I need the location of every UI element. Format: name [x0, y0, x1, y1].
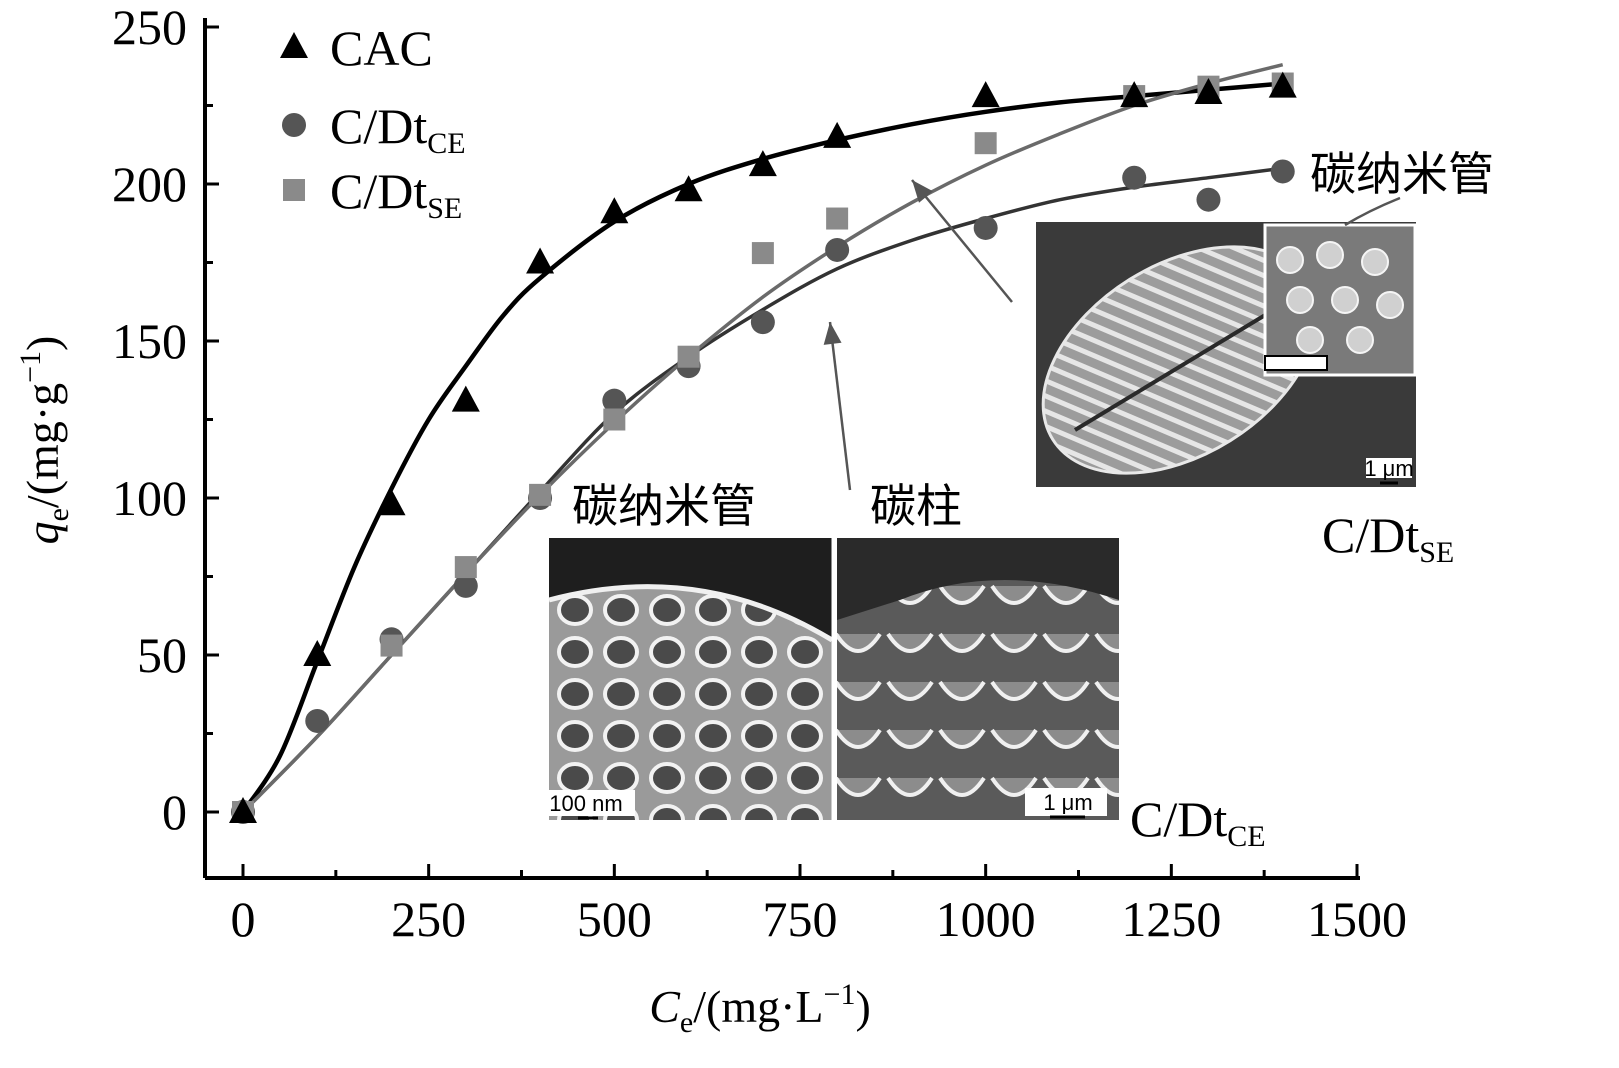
sem-ce-right-shadow	[837, 538, 1119, 620]
sem-se-nanotube	[1331, 286, 1359, 314]
legend-label-0: CAC	[330, 20, 433, 76]
sem-se-raphe	[1073, 298, 1292, 432]
triangle-point	[1194, 77, 1223, 104]
sem-ce-left-rim	[548, 584, 834, 643]
y-tick-label: 50	[137, 627, 187, 683]
y-tick-label: 200	[112, 156, 187, 212]
sem-se-nanotube	[1376, 291, 1404, 319]
y-tick-label: 250	[112, 0, 187, 55]
annotation-cnt-top-leader	[1344, 196, 1401, 227]
arrow-ce-curve-head	[823, 322, 842, 345]
circle-point	[825, 237, 850, 262]
circle-point	[305, 708, 330, 733]
sem-image-se: 1 μm	[1036, 222, 1417, 487]
legend-triangle-marker	[280, 32, 308, 58]
y-tick-label: 0	[162, 784, 187, 840]
circle-point	[1196, 187, 1221, 212]
sem-image-ce-left: 100 nm	[540, 538, 834, 820]
fit-curve-0	[241, 81, 1283, 814]
annotation-se-label: C/DtSE	[1322, 507, 1454, 569]
sem-ce-left-scale-bg	[540, 790, 635, 816]
arrow-ce-curve	[828, 321, 852, 491]
sem-ce-right-scale-bg	[1025, 788, 1107, 816]
circle-point	[1122, 165, 1147, 190]
triangle-point	[971, 81, 1000, 108]
triangle-point	[526, 247, 555, 274]
square-point	[677, 345, 700, 368]
circle-point	[1270, 159, 1295, 184]
sem-se-nanotube	[1361, 248, 1389, 276]
sem-se-nanotube	[1316, 241, 1344, 269]
sem-se-scale-label: 1 μm	[1364, 456, 1413, 481]
sem-se-scalebar-box	[1264, 355, 1328, 371]
legend-square-marker	[283, 179, 305, 201]
square-point	[751, 242, 774, 265]
annotation-cnt-top: 碳纳米管	[1310, 147, 1494, 201]
sem-se-scalebar-bg	[1366, 458, 1412, 478]
x-tick-label: 1000	[936, 891, 1036, 947]
square-point	[380, 634, 403, 657]
triangle-point	[303, 640, 332, 666]
circle-point	[973, 215, 998, 240]
circle-point	[602, 388, 627, 413]
square-point	[454, 556, 477, 579]
annotation-ce-label: C/DtCE	[1130, 791, 1266, 853]
triangle-point	[748, 150, 777, 177]
arrow-se-curve	[911, 179, 1013, 303]
y-tick-label: 100	[112, 470, 187, 526]
square-point	[974, 132, 997, 155]
square-point	[826, 207, 849, 230]
x-tick-label: 250	[391, 891, 466, 947]
annotation-pillar: 碳柱	[870, 479, 962, 533]
sem-image-ce-right: 1 μm	[831, 538, 1119, 820]
x-tick-label: 1500	[1307, 891, 1407, 947]
triangle-point	[823, 121, 852, 148]
square-point	[529, 483, 552, 506]
x-axis-label: Ce/(mg·L−1)	[649, 978, 871, 1039]
y-tick-label: 150	[112, 313, 187, 369]
annotation-cnt-bottom: 碳纳米管	[572, 479, 756, 533]
ticks: 0 250 500 750 1000 1250 1500 0 50 100 150 200 250	[112, 0, 1407, 947]
legend-label-1: C/DtCE	[330, 98, 466, 160]
legend-label-2: C/DtSE	[330, 163, 462, 225]
sem-se-nanotube	[1296, 326, 1324, 354]
legend-circle-marker	[282, 113, 306, 137]
x-tick-label: 500	[577, 891, 652, 947]
sem-insets: 1 μm 100 nm 1 μm	[540, 222, 1417, 820]
triangle-point	[377, 489, 406, 516]
sem-ce-left-scale-label: 100 nm	[549, 791, 622, 816]
triangle-point	[674, 175, 703, 202]
axis-labels: Ce/(mg·L−1) qe/(mg·g−1)	[14, 336, 871, 1039]
triangle-point	[1120, 81, 1149, 108]
sem-se-nanotube	[1346, 326, 1374, 354]
data-markers	[229, 71, 1297, 824]
sem-se-nanotube	[1276, 246, 1304, 274]
circle-point	[750, 310, 775, 335]
sem-ce-right-scale-label: 1 μm	[1043, 790, 1092, 815]
x-tick-label: 750	[763, 891, 838, 947]
sem-se-nanotube	[1286, 286, 1314, 314]
triangle-point	[229, 797, 257, 823]
triangle-point	[600, 197, 629, 224]
square-point	[603, 408, 626, 431]
triangle-point	[1268, 71, 1297, 98]
triangle-point	[451, 385, 480, 412]
x-tick-label: 0	[231, 891, 256, 947]
y-axis-label: qe/(mg·g−1)	[14, 336, 75, 545]
arrow-se-curve-head	[912, 180, 933, 203]
circle-point	[453, 573, 478, 598]
x-tick-label: 1250	[1121, 891, 1221, 947]
